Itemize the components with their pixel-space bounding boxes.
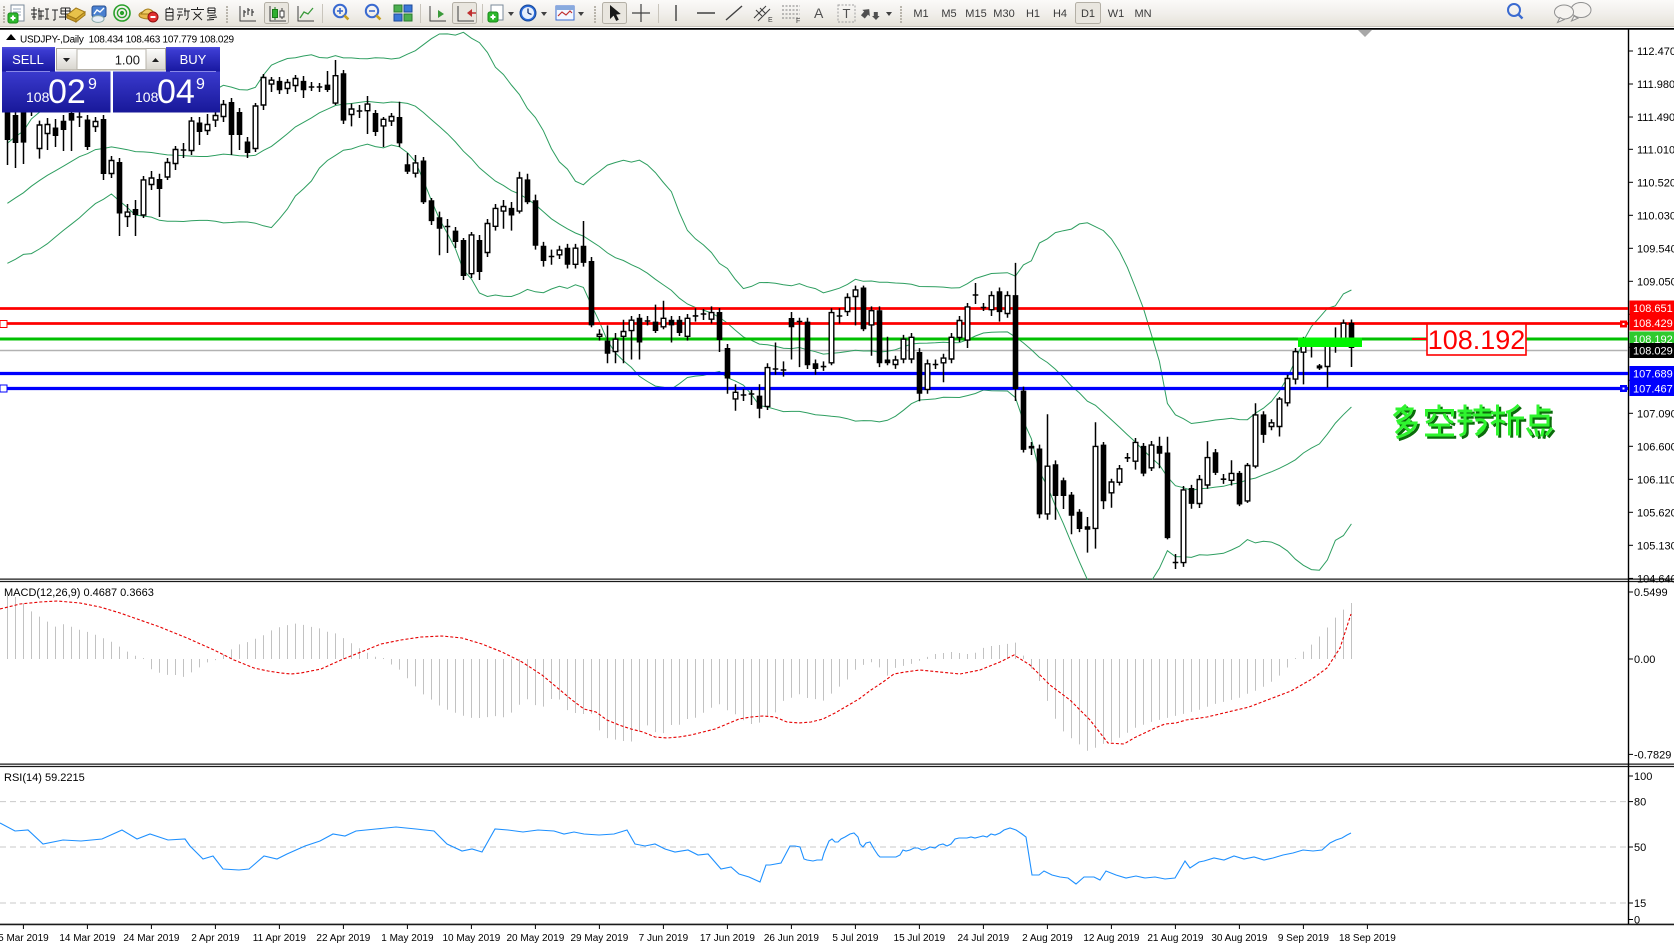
svg-text:24 Mar 2019: 24 Mar 2019 <box>123 933 180 944</box>
svg-text:9: 9 <box>196 76 205 93</box>
svg-text:50: 50 <box>1634 842 1646 854</box>
svg-text:22 Apr 2019: 22 Apr 2019 <box>316 933 370 944</box>
svg-text:108.029: 108.029 <box>1633 346 1673 358</box>
svg-text:112.470: 112.470 <box>1637 46 1674 58</box>
svg-text:106.600: 106.600 <box>1637 441 1674 453</box>
svg-text:H1: H1 <box>1026 8 1040 20</box>
svg-text:20 May 2019: 20 May 2019 <box>506 933 564 944</box>
svg-text:A: A <box>814 5 824 21</box>
svg-text:W1: W1 <box>1108 8 1125 20</box>
svg-text:17 Jun 2019: 17 Jun 2019 <box>700 933 755 944</box>
svg-text:21 Aug 2019: 21 Aug 2019 <box>1147 933 1204 944</box>
svg-text:E: E <box>768 17 773 24</box>
svg-text:107.467: 107.467 <box>1633 384 1673 396</box>
svg-text:F: F <box>796 18 800 25</box>
svg-text:0.00: 0.00 <box>1634 654 1655 666</box>
svg-text:M5: M5 <box>941 8 956 20</box>
svg-text:108: 108 <box>26 89 50 105</box>
svg-text:111.980: 111.980 <box>1637 79 1674 91</box>
svg-text:107.689: 107.689 <box>1633 369 1673 381</box>
svg-text:M1: M1 <box>913 8 928 20</box>
svg-text:11 Apr 2019: 11 Apr 2019 <box>253 933 307 944</box>
svg-text:24 Jul 2019: 24 Jul 2019 <box>958 933 1010 944</box>
svg-text:MN: MN <box>1134 8 1151 20</box>
svg-text:109.540: 109.540 <box>1637 243 1674 255</box>
svg-text:T: T <box>843 6 851 21</box>
svg-text:109.050: 109.050 <box>1637 276 1674 288</box>
svg-text:29 May 2019: 29 May 2019 <box>570 933 628 944</box>
svg-text:04: 04 <box>157 73 195 111</box>
svg-text:0: 0 <box>1634 915 1640 927</box>
svg-text:-0.7829: -0.7829 <box>1634 749 1671 761</box>
svg-text:105.620: 105.620 <box>1637 507 1674 519</box>
svg-text:02: 02 <box>48 73 86 111</box>
svg-text:108.651: 108.651 <box>1633 303 1673 315</box>
svg-text:BUY: BUY <box>180 52 207 67</box>
svg-text:110.030: 110.030 <box>1637 210 1674 222</box>
svg-text:SELL: SELL <box>12 52 44 67</box>
svg-text:30 Aug 2019: 30 Aug 2019 <box>1211 933 1268 944</box>
svg-text:15 Jul 2019: 15 Jul 2019 <box>894 933 946 944</box>
svg-text:2 Apr 2019: 2 Apr 2019 <box>191 933 240 944</box>
svg-text:2 Aug 2019: 2 Aug 2019 <box>1022 933 1073 944</box>
svg-text:111.010: 111.010 <box>1637 144 1674 156</box>
svg-text:H4: H4 <box>1053 8 1067 20</box>
svg-text:1.00: 1.00 <box>115 53 140 68</box>
svg-text:5 Jul 2019: 5 Jul 2019 <box>832 933 879 944</box>
svg-text:26 Jun 2019: 26 Jun 2019 <box>764 933 819 944</box>
svg-text:5 Mar 2019: 5 Mar 2019 <box>0 933 49 944</box>
svg-text:0.5499: 0.5499 <box>1634 587 1668 599</box>
svg-text:100: 100 <box>1634 771 1652 783</box>
svg-text:MACD(12,26,9) 0.4687 0.3663: MACD(12,26,9) 0.4687 0.3663 <box>4 587 154 599</box>
svg-text:108.192: 108.192 <box>1428 325 1526 355</box>
svg-text:RSI(14) 59.2215: RSI(14) 59.2215 <box>4 772 85 784</box>
svg-text:12 Aug 2019: 12 Aug 2019 <box>1083 933 1140 944</box>
svg-text:M30: M30 <box>993 8 1014 20</box>
svg-text:10 May 2019: 10 May 2019 <box>442 933 500 944</box>
svg-text:107.090: 107.090 <box>1637 408 1674 420</box>
svg-text:104.640: 104.640 <box>1637 573 1674 585</box>
svg-text:108.429: 108.429 <box>1633 318 1673 330</box>
svg-text:1 May 2019: 1 May 2019 <box>381 933 434 944</box>
svg-text:80: 80 <box>1634 797 1646 809</box>
svg-text:105.130: 105.130 <box>1637 540 1674 552</box>
svg-text:106.110: 106.110 <box>1637 474 1674 486</box>
svg-text:15: 15 <box>1634 898 1646 910</box>
svg-text:110.520: 110.520 <box>1637 177 1674 189</box>
svg-text:M15: M15 <box>965 8 986 20</box>
svg-text:108: 108 <box>135 89 159 105</box>
svg-text:D1: D1 <box>1081 8 1095 20</box>
svg-text:111.490: 111.490 <box>1637 112 1674 124</box>
svg-text:9 Sep 2019: 9 Sep 2019 <box>1278 933 1330 944</box>
svg-text:18 Sep 2019: 18 Sep 2019 <box>1339 933 1396 944</box>
svg-text:14 Mar 2019: 14 Mar 2019 <box>59 933 116 944</box>
svg-text:USDJPY-,Daily 108.434 108.463: USDJPY-,Daily 108.434 108.463 107.779 10… <box>20 35 235 46</box>
svg-text:7 Jun 2019: 7 Jun 2019 <box>639 933 689 944</box>
svg-text:9: 9 <box>88 76 97 93</box>
